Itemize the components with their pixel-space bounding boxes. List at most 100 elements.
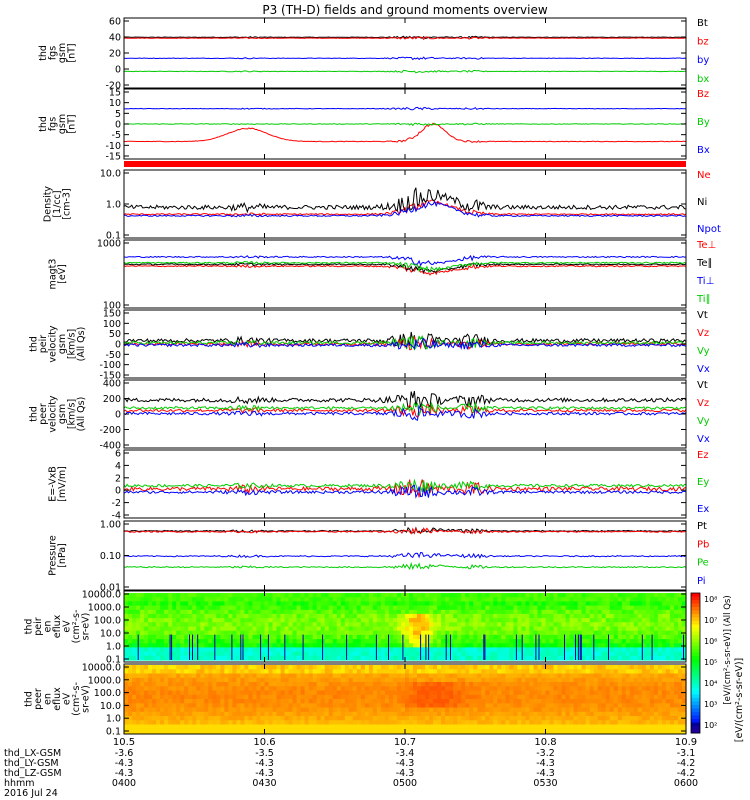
spectrogram-cell	[397, 682, 402, 687]
spectrogram-cell	[397, 609, 402, 615]
spectrogram-cell	[312, 707, 318, 713]
spectrogram-cell	[441, 622, 446, 628]
spectrogram-cell	[669, 724, 675, 730]
spectrogram-cell	[280, 597, 286, 602]
spectrogram-cell	[609, 618, 615, 623]
spectrogram-cell	[340, 677, 346, 683]
spectrogram-cell	[545, 716, 551, 721]
spectrogram-cell	[132, 601, 137, 607]
spectrogram-cell	[501, 686, 506, 692]
spectrogram-cell	[356, 647, 362, 653]
spectrogram-cell	[505, 677, 510, 683]
spectrogram-cell	[280, 669, 286, 675]
spectrogram-cell	[621, 694, 627, 700]
spectrogram-cell	[296, 655, 302, 661]
spectrogram-cell	[505, 622, 510, 628]
spectrogram-cell	[320, 728, 326, 734]
spectrogram-cell	[561, 716, 567, 721]
spectrogram-cell	[372, 601, 378, 607]
spectrogram-cell	[617, 609, 623, 615]
spectrogram-cell	[160, 716, 165, 721]
spectrogram-cell	[461, 643, 466, 649]
spectrogram-cell	[593, 643, 599, 649]
spectrogram-cell	[678, 618, 683, 623]
spectrogram-cell	[172, 601, 177, 607]
spectrogram-cell	[405, 618, 410, 623]
y-tick-label: 400	[103, 379, 121, 390]
spectrogram-cell	[148, 673, 153, 679]
y-tick-label: 20	[109, 49, 121, 60]
spectrogram-cell	[372, 609, 378, 615]
spectrogram-cell	[284, 703, 290, 709]
spectrogram-cell	[216, 601, 221, 607]
spectrogram-cell	[356, 639, 362, 644]
spectrogram-cell	[469, 716, 474, 721]
y-tick-label: -100	[99, 360, 121, 371]
spectrogram-cell	[557, 699, 563, 704]
spectrogram-cell	[268, 677, 274, 683]
spectrogram-cell	[364, 626, 370, 632]
spectrogram-cell	[240, 669, 245, 675]
spectrogram-cell	[661, 597, 667, 602]
spectrogram-cell	[441, 724, 446, 730]
spectrogram-cell	[485, 639, 490, 644]
series-group-p7	[123, 478, 687, 499]
spectrogram-cell	[164, 694, 169, 700]
spectrogram-cell	[208, 711, 213, 717]
spectrogram-cell	[473, 597, 478, 602]
colorbar-segment	[691, 673, 700, 678]
spectrogram-cell	[132, 699, 137, 704]
y-tick-label: 1.0	[106, 200, 121, 211]
spectrogram-cell	[521, 601, 526, 607]
spectrogram-cell	[388, 651, 394, 657]
spectrogram-cell	[220, 703, 225, 709]
footer-row-label: thd_LY-GSM	[4, 758, 59, 769]
spectrogram-cell	[156, 711, 161, 717]
spectrogram-cell	[384, 669, 390, 675]
spectrogram-cell	[589, 665, 595, 670]
series-line-Vx	[123, 404, 687, 421]
spectrogram-cell	[421, 618, 426, 623]
spectrogram-cell	[348, 601, 354, 607]
spectrogram-cell	[605, 605, 611, 611]
spectrogram-cell	[621, 699, 627, 704]
spectrogram-cell	[657, 716, 663, 721]
spectrogram-cell	[244, 651, 249, 657]
spectrogram-cell	[256, 699, 262, 704]
spectrogram-cell	[421, 643, 426, 649]
spectrogram-cell	[601, 682, 607, 687]
spectrogram-cell	[613, 605, 619, 611]
spectrogram-cell	[549, 597, 555, 602]
spectrogram-cell	[585, 655, 591, 661]
spectrogram-cell	[425, 716, 430, 721]
spectrogram-cell	[473, 703, 478, 709]
spectrogram-cell	[292, 597, 298, 602]
spectrogram-cell	[517, 651, 522, 657]
spectrogram-cell	[280, 626, 286, 632]
spectrogram-cell	[553, 605, 559, 611]
spectrogram-cell	[505, 601, 510, 607]
spectrogram-cell	[356, 703, 362, 709]
spectrogram-cell	[621, 618, 627, 623]
spectrogram-cell	[429, 707, 434, 713]
spectrogram-cell	[653, 655, 659, 661]
spectrogram-cell	[244, 694, 249, 700]
spectrogram-cell	[661, 720, 667, 726]
spectrogram-cell	[505, 609, 510, 615]
spectrogram-cell	[280, 634, 286, 640]
spectrogram-cell	[569, 669, 575, 675]
spectrogram-cell	[589, 673, 595, 679]
spectrogram-cell	[557, 669, 563, 675]
spectrogram-cell	[160, 673, 165, 679]
spectrogram-cell	[388, 716, 394, 721]
spectrogram-cell	[248, 724, 253, 730]
spectrogram-cell	[352, 711, 358, 717]
spectrogram-cell	[545, 665, 551, 670]
spectrogram-cell	[204, 639, 209, 644]
spectrogram-cell	[565, 707, 571, 713]
y-tick-label: 1000.0	[88, 675, 121, 686]
colorbar-segment	[691, 631, 700, 636]
spectrogram-cell	[168, 716, 173, 721]
spectrogram-cell	[284, 655, 290, 661]
spectrogram-cell	[405, 593, 410, 598]
